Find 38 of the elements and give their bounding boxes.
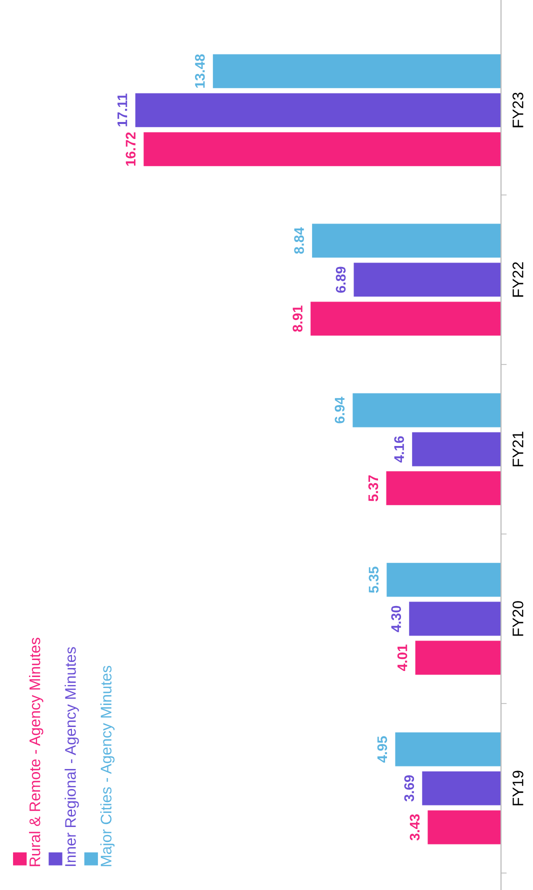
data-label: 3.43	[410, 814, 420, 840]
data-label: 16.72	[126, 132, 136, 166]
y-tick-label: FY23	[512, 92, 524, 128]
data-label: 8.91	[292, 306, 302, 332]
bar	[428, 810, 502, 844]
data-label: 8.84	[294, 227, 304, 254]
bar	[354, 262, 502, 297]
bar	[412, 432, 502, 466]
data-label: 6.89	[336, 266, 346, 293]
data-label: 5.35	[368, 566, 379, 593]
bar	[386, 471, 502, 506]
data-label: 6.94	[334, 396, 345, 424]
bar	[312, 224, 502, 258]
y-tick-label: FY19	[512, 770, 524, 806]
y-tick-label: FY21	[512, 432, 524, 466]
bar	[352, 393, 502, 428]
text: Rural & Remote - Agency Minutes	[29, 638, 44, 866]
bar	[409, 602, 502, 636]
data-label: 4.95	[377, 736, 388, 763]
bar	[135, 93, 502, 128]
data-label: 17.11	[118, 94, 128, 126]
bar	[310, 302, 502, 336]
text: Major Cities - Agency Minutes	[100, 666, 115, 866]
text: Inner Regional - Agency Minutes	[64, 647, 79, 866]
data-label: 4.30	[391, 606, 402, 632]
bar	[415, 640, 502, 675]
y-tick-label: FY22	[512, 262, 524, 297]
bar	[212, 54, 502, 88]
data-label: 4.01	[397, 644, 408, 672]
data-label: 3.69	[404, 775, 414, 802]
y-tick-label: FY20	[512, 601, 524, 636]
data-label: 5.37	[368, 475, 378, 502]
bar	[144, 132, 502, 166]
bar	[386, 562, 502, 597]
data-label: 13.48	[194, 54, 205, 88]
data-label: 4.16	[394, 436, 404, 463]
bar	[395, 732, 502, 766]
bar	[422, 771, 502, 806]
